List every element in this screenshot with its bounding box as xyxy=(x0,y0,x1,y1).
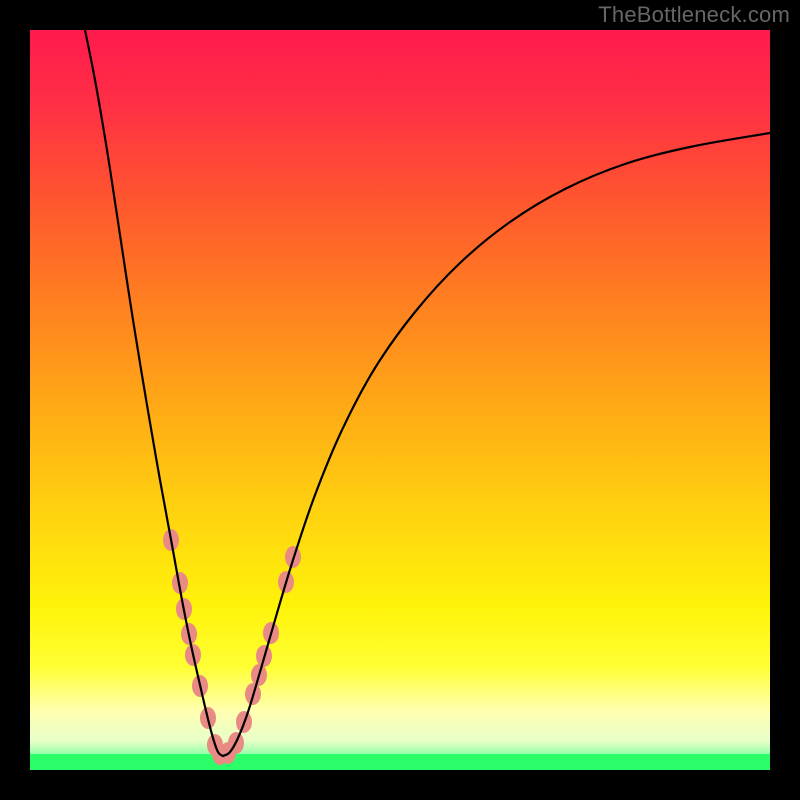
chart-container: TheBottleneck.com xyxy=(0,0,800,800)
watermark-text: TheBottleneck.com xyxy=(598,2,790,28)
chart-bottom-band xyxy=(30,754,770,770)
chart-background xyxy=(30,30,770,770)
bottleneck-chart xyxy=(0,0,800,800)
